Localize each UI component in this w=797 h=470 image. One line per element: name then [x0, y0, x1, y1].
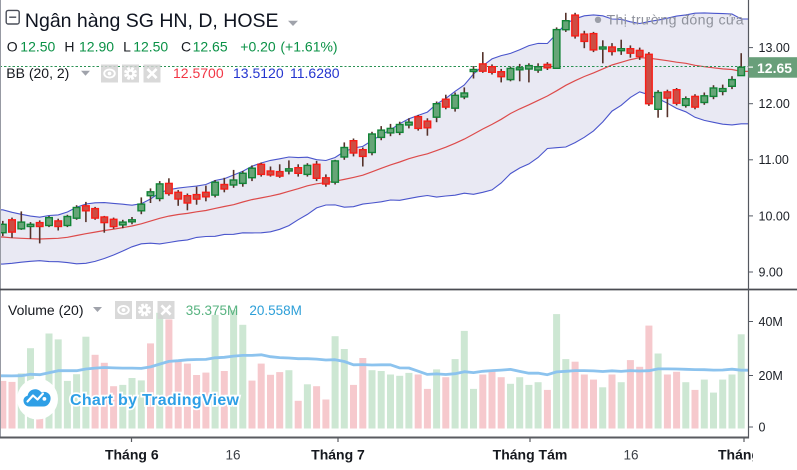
svg-text:16: 16: [623, 448, 638, 463]
svg-text:10.00: 10.00: [759, 209, 790, 223]
svg-text:11.00: 11.00: [759, 153, 789, 167]
svg-text:16: 16: [225, 448, 240, 463]
svg-text:40M: 40M: [759, 315, 783, 329]
svg-text:9.00: 9.00: [759, 265, 783, 279]
svg-text:Tháng Tám: Tháng Tám: [493, 447, 568, 463]
svg-text:12.65: 12.65: [757, 60, 792, 76]
svg-text:BB (20, 2): BB (20, 2): [6, 65, 69, 81]
svg-text:Tháng 7: Tháng 7: [311, 447, 365, 463]
svg-text:Volume (20): Volume (20): [8, 302, 83, 318]
svg-text:Thị trường đóng cửa: Thị trường đóng cửa: [607, 12, 744, 28]
svg-text:13.00: 13.00: [759, 41, 790, 55]
svg-text:Chart by TradingView: Chart by TradingView: [70, 392, 240, 409]
svg-text:Tháng 6: Tháng 6: [105, 447, 159, 463]
svg-text:20M: 20M: [759, 369, 783, 383]
svg-text:0: 0: [759, 420, 766, 434]
svg-text:Ngân hàng SG HN, D, HOSE: Ngân hàng SG HN, D, HOSE: [25, 10, 279, 32]
svg-text:12.00: 12.00: [759, 97, 790, 111]
